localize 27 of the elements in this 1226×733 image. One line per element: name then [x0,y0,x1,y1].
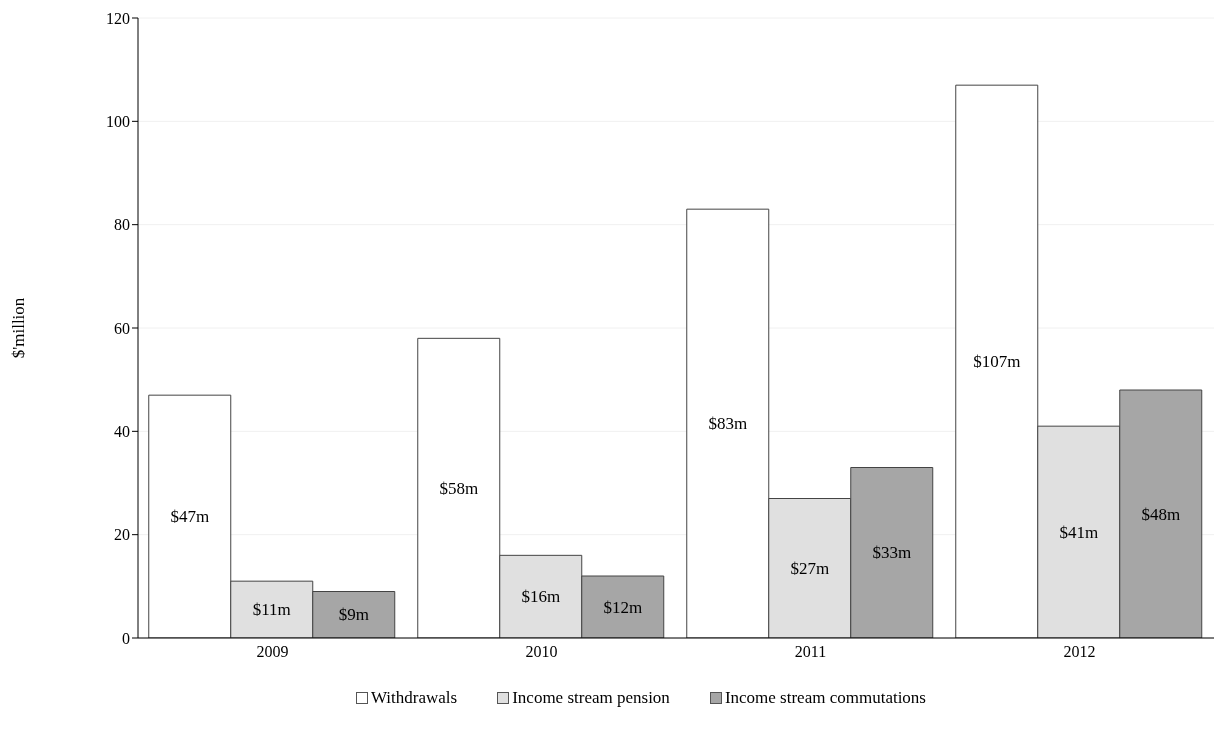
legend-label: Income stream commutations [724,688,926,708]
legend-label: Income stream pension [512,688,670,708]
y-tick-label: 20 [114,526,130,544]
data-label: $47m [170,507,210,527]
x-tick-label: 2009 [256,643,289,661]
data-label: $9m [338,605,369,625]
y-tick-label: 120 [106,9,130,27]
y-tick-label: 60 [114,319,130,337]
data-label: $58m [439,478,479,498]
x-tick-label: 2011 [794,643,827,661]
data-label: $11m [252,600,291,620]
y-tick-label: 0 [122,629,130,647]
data-label: $107m [973,352,1021,372]
y-tick-label: 100 [106,113,130,131]
y-axis-title: $'million [9,297,29,359]
data-label: $83m [708,414,748,434]
data-label: $41m [1059,522,1099,542]
data-label: $12m [603,597,643,617]
x-tick-label: 2012 [1063,643,1096,661]
data-label: $48m [1141,504,1181,524]
data-label: $16m [521,587,561,607]
data-label: $27m [790,558,830,578]
y-tick-label: 40 [114,423,130,441]
text: Withdrawals [371,688,458,708]
x-tick-label: 2010 [525,643,558,661]
data-label: $33m [872,543,912,563]
y-tick-label: 80 [114,216,130,234]
